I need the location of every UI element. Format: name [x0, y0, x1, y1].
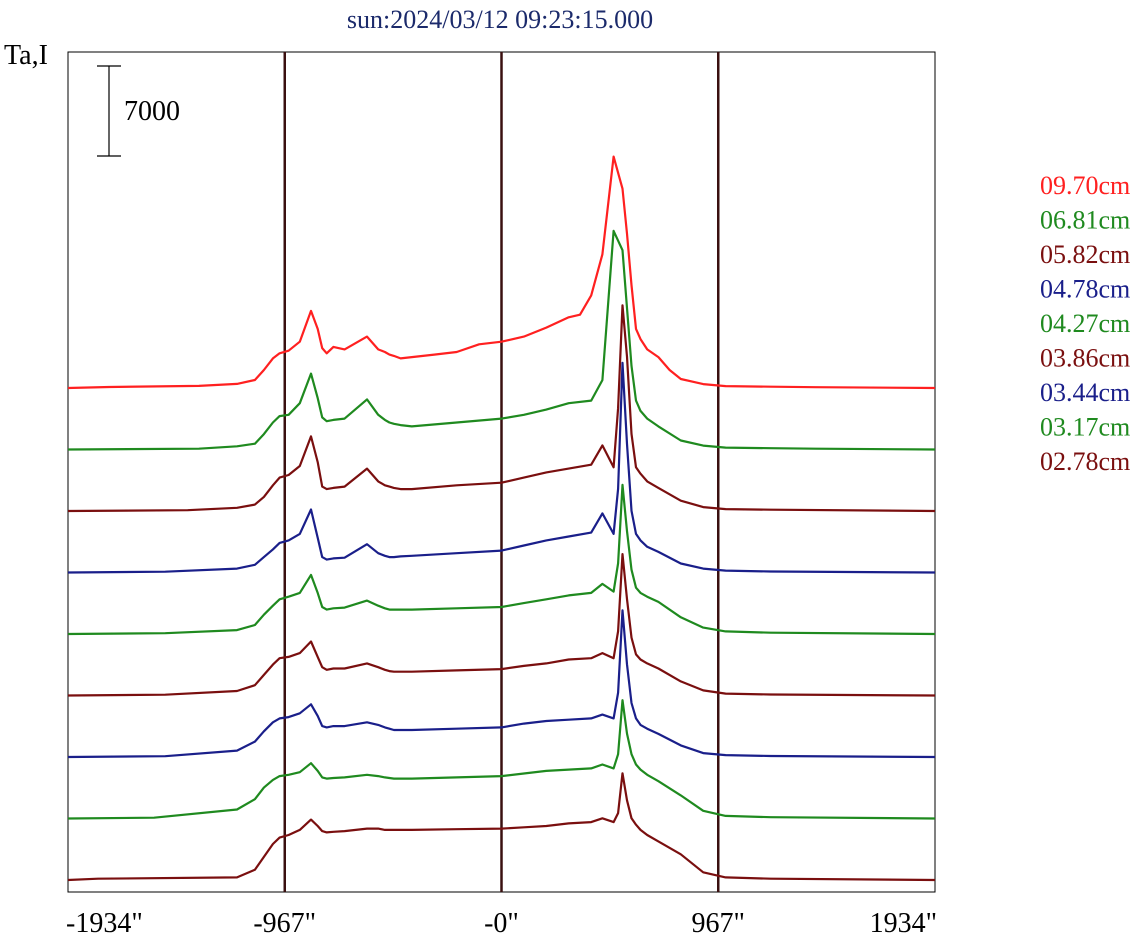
legend-entry: 04.27cm — [1040, 309, 1130, 338]
x-tick-label: 967" — [692, 908, 745, 939]
series-line-03.44cm — [67, 609, 936, 759]
scale-bar: 7000 — [97, 65, 180, 157]
legend-entry: 03.17cm — [1040, 413, 1130, 442]
series-line-06.81cm — [67, 229, 936, 451]
scale-bar-label: 7000 — [124, 96, 180, 127]
series-line-03.86cm — [67, 553, 936, 697]
legend-entry: 02.78cm — [1040, 447, 1130, 476]
legend-entry: 03.86cm — [1040, 344, 1130, 373]
series-line-03.17cm — [67, 699, 936, 820]
legend-entry: 09.70cm — [1040, 171, 1130, 200]
legend-entry: 06.81cm — [1040, 206, 1130, 235]
x-tick-label: -0" — [484, 908, 519, 939]
legend-entry: 03.44cm — [1040, 378, 1130, 407]
series-line-04.78cm — [67, 361, 936, 574]
series-line-09.70cm — [67, 155, 936, 390]
x-tick-label: 1934" — [870, 908, 937, 939]
series-line-05.82cm — [67, 304, 936, 513]
x-tick-label: -1934" — [66, 908, 143, 939]
series-line-04.27cm — [67, 483, 936, 636]
series-line-02.78cm — [67, 772, 936, 882]
legend-entry: 05.82cm — [1040, 240, 1130, 269]
legend-entry: 04.78cm — [1040, 275, 1130, 304]
y-axis-label: Ta,I — [4, 40, 48, 71]
chart-title: sun:2024/03/12 09:23:15.000 — [347, 5, 653, 34]
x-tick-label: -967" — [253, 908, 316, 939]
